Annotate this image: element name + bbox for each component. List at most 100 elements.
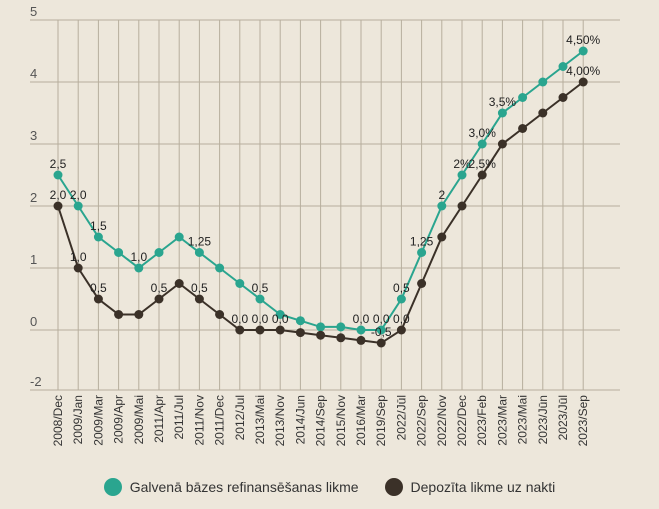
x-tick-label: 2023/Sep xyxy=(576,395,590,447)
x-tick-label: 2008/Dec xyxy=(51,395,65,446)
legend-label-deposit: Depozīta likme uz nakti xyxy=(410,479,556,495)
data-label-refinancing: 1,25 xyxy=(410,235,434,249)
data-label-refinancing: 2% xyxy=(453,157,471,171)
legend-item-deposit-rate[interactable]: Depozīta likme uz nakti xyxy=(384,478,556,496)
point-deposit xyxy=(376,338,386,348)
data-label-refinancing: 2,0 xyxy=(70,188,87,202)
y-tick-label: 5 xyxy=(30,4,37,19)
legend-swatch-deposit xyxy=(384,478,403,496)
x-tick-label: 2009/Mar xyxy=(91,395,105,446)
point-deposit xyxy=(578,77,588,87)
point-refinancing xyxy=(295,316,305,326)
x-tick-label: 2022/Nov xyxy=(435,395,449,446)
x-tick-label: 2012/Jul xyxy=(233,395,247,440)
point-refinancing xyxy=(356,325,366,335)
x-tick-label: 2011/Nov xyxy=(192,395,206,445)
data-label-refinancing: 3,5% xyxy=(489,95,517,109)
point-deposit xyxy=(558,93,568,102)
point-deposit xyxy=(396,325,406,335)
point-refinancing xyxy=(336,322,346,332)
point-refinancing xyxy=(53,170,63,180)
data-label-deposit: 0,0 xyxy=(231,312,248,326)
point-deposit xyxy=(275,325,285,335)
y-tick-label: 2 xyxy=(30,190,37,205)
point-refinancing xyxy=(73,201,83,211)
x-tick-label: 2014/Sep xyxy=(314,395,328,447)
data-label-refinancing: 1,25 xyxy=(188,235,212,249)
legend-item-refinancing-rate[interactable]: Galvenā bāzes refinansēšanas likme xyxy=(103,478,359,496)
point-deposit xyxy=(154,294,164,304)
point-refinancing xyxy=(235,279,245,288)
point-refinancing xyxy=(457,170,467,180)
data-label-deposit: 0,0 xyxy=(272,312,289,326)
point-deposit xyxy=(53,201,63,211)
x-tick-label: 2023/Jūl xyxy=(556,395,570,440)
data-label-deposit: 0,5 xyxy=(151,281,168,295)
x-tick-label: 2009/Apr xyxy=(112,395,126,444)
point-deposit xyxy=(255,325,265,335)
point-refinancing xyxy=(558,62,568,71)
data-label-deposit: 0,0 xyxy=(252,312,269,326)
point-refinancing xyxy=(437,201,447,211)
point-refinancing xyxy=(417,248,427,257)
point-refinancing xyxy=(518,93,528,102)
x-tick-label: 2023/Feb xyxy=(475,395,489,446)
point-deposit xyxy=(114,310,124,319)
legend-label-refinancing: Galvenā bāzes refinansēšanas likme xyxy=(129,479,359,495)
data-label-refinancing: 4,50% xyxy=(566,33,600,47)
point-refinancing xyxy=(134,263,144,273)
point-deposit xyxy=(518,124,528,133)
point-deposit xyxy=(73,263,83,273)
point-refinancing xyxy=(497,108,507,118)
point-refinancing xyxy=(194,248,204,257)
legend: Galvenā bāzes refinansēšanas likme Depoz… xyxy=(0,478,659,496)
point-deposit xyxy=(497,139,507,149)
data-label-deposit: 0,5 xyxy=(191,281,208,295)
data-label-deposit: 4,00% xyxy=(566,64,600,78)
data-label-deposit: 0,5 xyxy=(90,281,107,295)
point-refinancing xyxy=(477,139,487,149)
y-tick-label: 3 xyxy=(30,128,37,143)
data-label-deposit: -0,5 xyxy=(371,325,392,339)
x-tick-label: 2011/Dec xyxy=(213,395,227,445)
x-tick-label: 2013/Nov xyxy=(273,395,287,446)
y-tick-label: 4 xyxy=(30,66,37,81)
x-tick-label: 2022/Jūl xyxy=(394,395,408,440)
point-deposit xyxy=(356,335,366,345)
data-label-refinancing: 2 xyxy=(438,188,445,202)
y-tick-label: 1 xyxy=(30,252,37,267)
point-refinancing xyxy=(376,325,386,335)
x-tick-label: 2011/Jul xyxy=(172,395,186,439)
x-tick-label: 2023/Jūn xyxy=(536,395,550,444)
data-label-deposit: 0,0 xyxy=(393,312,410,326)
point-refinancing xyxy=(93,232,103,242)
x-tick-label: 2016/Mar xyxy=(354,395,368,446)
x-tick-label: 2009/Jan xyxy=(71,395,85,444)
x-tick-label: 2009/Mai xyxy=(132,395,146,444)
point-deposit xyxy=(235,325,245,335)
point-refinancing xyxy=(538,77,548,87)
y-tick-label: 0 xyxy=(30,314,37,329)
x-tick-label: 2019/Sep xyxy=(374,395,388,447)
point-refinancing xyxy=(154,248,164,257)
data-label-deposit: 2,0 xyxy=(50,188,67,202)
x-tick-label: 2022/Dec xyxy=(455,395,469,446)
point-refinancing xyxy=(275,310,285,319)
point-deposit xyxy=(93,294,103,304)
x-tick-label: 2023/Mai xyxy=(516,395,530,444)
point-refinancing xyxy=(255,294,265,304)
point-refinancing xyxy=(316,322,326,332)
point-refinancing xyxy=(578,46,588,56)
data-label-refinancing: 1,0 xyxy=(130,250,147,264)
point-deposit xyxy=(336,333,346,343)
point-deposit xyxy=(538,108,548,118)
data-label-refinancing: 0,0 xyxy=(373,312,390,326)
x-tick-label: 2022/Sep xyxy=(415,395,429,447)
x-tick-label: 2023/Mar xyxy=(495,395,509,446)
data-label-deposit: 2,5% xyxy=(469,157,497,171)
y-tick-label: -2 xyxy=(30,374,42,389)
point-deposit xyxy=(134,310,144,319)
data-label-refinancing: 0,5 xyxy=(252,281,269,295)
point-deposit xyxy=(174,279,184,288)
